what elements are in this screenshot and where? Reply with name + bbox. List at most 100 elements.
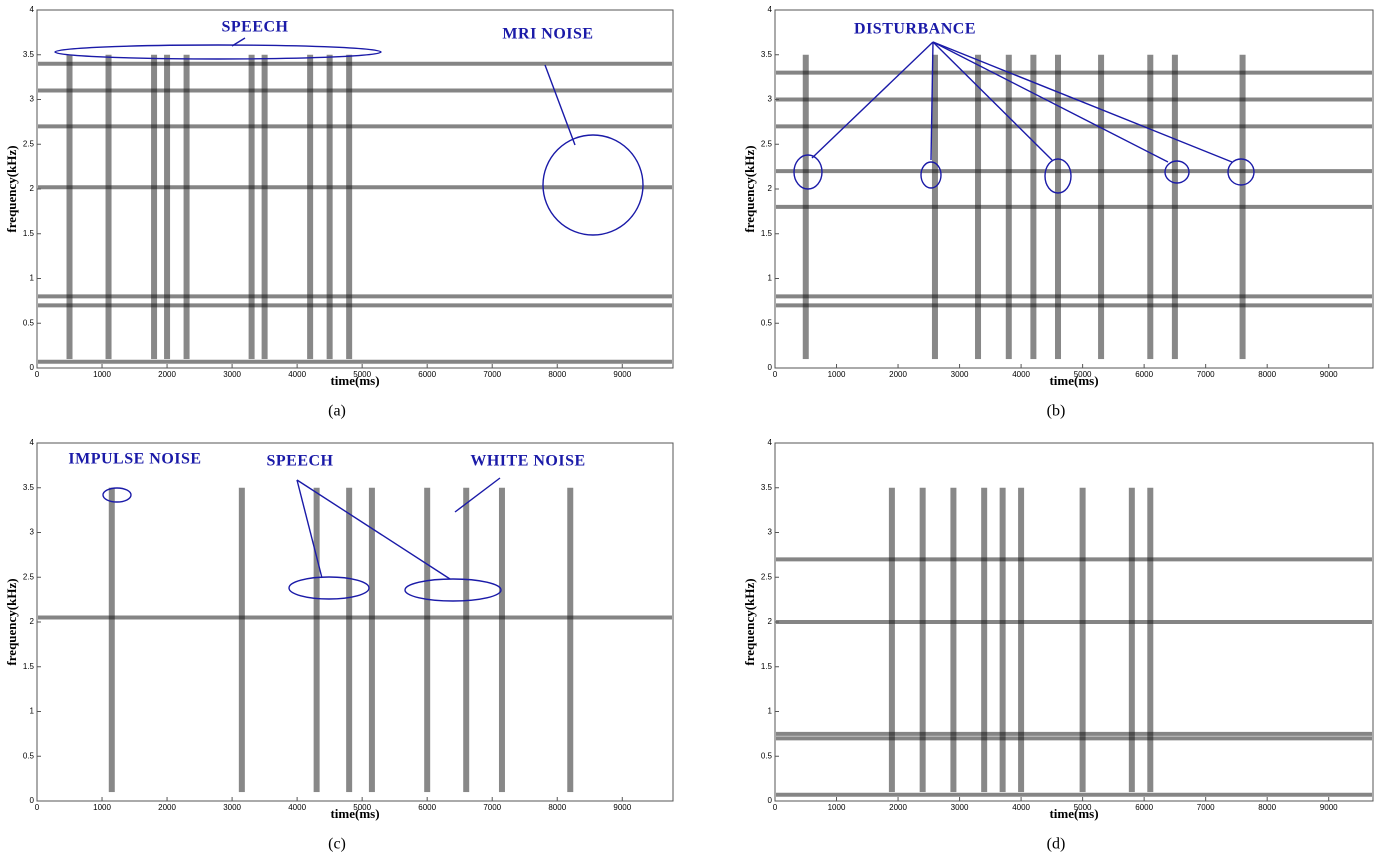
signal-burst — [802, 54, 809, 360]
x-tick-label: 6000 — [1135, 803, 1153, 812]
x-tick-label: 3000 — [223, 370, 241, 379]
signal-burst — [498, 487, 505, 793]
signal-burst — [1147, 487, 1154, 793]
x-tick-label: 6000 — [1135, 370, 1153, 379]
signal-burst — [1171, 54, 1178, 360]
annotation: SPEECH — [221, 19, 288, 36]
annotation-line — [932, 41, 1053, 161]
signal-burst — [1055, 54, 1062, 360]
annotation-ellipse — [54, 44, 382, 60]
x-tick-label: 4000 — [1012, 803, 1030, 812]
y-tick-label: 1.5 — [761, 229, 773, 238]
y-tick-label: 3.5 — [761, 483, 773, 492]
y-tick-label: 2.5 — [23, 572, 35, 581]
y-axis-label: frequency(kHz) — [4, 145, 19, 232]
x-axis-label: time(ms) — [330, 373, 379, 388]
x-tick-label: 1000 — [93, 370, 111, 379]
y-tick-label: 3 — [30, 95, 35, 104]
signal-burst — [164, 54, 171, 360]
y-tick-label: 0 — [30, 363, 35, 372]
x-tick-label: 0 — [773, 803, 778, 812]
x-tick-label: 7000 — [483, 803, 501, 812]
x-tick-label: 5000 — [1074, 803, 1092, 812]
signal-burst — [346, 487, 353, 793]
signal-burst — [105, 54, 112, 360]
annotation-circle — [542, 134, 644, 236]
x-tick-label: 8000 — [548, 370, 566, 379]
x-tick-label: 4000 — [1012, 370, 1030, 379]
annotation-ellipse — [1164, 160, 1190, 184]
plot-marks: 0 1000 2000 3000 4000 5000 6000 7000 8000 900000.… — [4, 5, 1374, 853]
x-tick-label: 2000 — [889, 370, 907, 379]
x-tick-label: 1000 — [93, 803, 111, 812]
annotation: DISTURBANCE — [854, 21, 976, 38]
annotation: WHITE NOISE — [470, 453, 585, 470]
signal-burst — [307, 54, 314, 360]
signal-burst — [1147, 54, 1154, 360]
y-tick-label: 1.5 — [23, 662, 35, 671]
x-tick-label: 4000 — [288, 803, 306, 812]
x-tick-label: 3000 — [951, 803, 969, 812]
annotation-ellipse — [288, 576, 370, 600]
annotation-ellipse — [1044, 158, 1072, 194]
x-tick-label: 8000 — [1258, 370, 1276, 379]
y-tick-label: 0 — [768, 796, 773, 805]
y-tick-label: 2 — [30, 184, 35, 193]
x-axis-label: time(ms) — [1049, 373, 1098, 388]
y-tick-label: 3.5 — [761, 50, 773, 59]
x-tick-label: 5000 — [353, 370, 371, 379]
y-tick-label: 4 — [768, 438, 773, 447]
signal-burst — [888, 487, 895, 793]
signal-burst — [975, 54, 982, 360]
annotation-ellipse — [920, 161, 942, 189]
x-tick-label: 2000 — [158, 370, 176, 379]
y-tick-label: 3 — [768, 528, 773, 537]
y-tick-label: 0.5 — [23, 751, 35, 760]
y-tick-label: 3 — [768, 95, 773, 104]
signal-burst — [183, 54, 190, 360]
signal-burst — [346, 54, 353, 360]
signal-burst — [1239, 54, 1246, 360]
x-tick-label: 9000 — [613, 370, 631, 379]
x-tick-label: 6000 — [418, 370, 436, 379]
x-tick-label: 3000 — [223, 803, 241, 812]
signal-burst — [931, 54, 938, 360]
y-tick-label: 0.5 — [23, 318, 35, 327]
y-tick-label: 1 — [30, 707, 35, 716]
y-tick-label: 1 — [768, 707, 773, 716]
x-tick-label: 8000 — [1258, 803, 1276, 812]
x-tick-label: 6000 — [418, 803, 436, 812]
signal-burst — [1005, 54, 1012, 360]
signal-burst — [1098, 54, 1105, 360]
plot-area — [36, 442, 674, 802]
signal-burst — [261, 54, 268, 360]
signal-burst — [463, 487, 470, 793]
annotation-line — [296, 479, 323, 579]
annotation-line — [932, 41, 1169, 163]
annotation: IMPULSE NOISE — [68, 451, 201, 468]
signal-burst — [567, 487, 574, 793]
y-axis-label: frequency(kHz) — [4, 578, 19, 665]
y-tick-label: 1 — [30, 274, 35, 283]
y-tick-label: 2 — [768, 617, 773, 626]
signal-burst — [424, 487, 431, 793]
y-tick-label: 0 — [30, 796, 35, 805]
x-tick-label: 2000 — [889, 803, 907, 812]
x-tick-label: 0 — [35, 803, 40, 812]
signal-burst — [313, 487, 320, 793]
y-tick-label: 2 — [768, 184, 773, 193]
y-tick-label: 1.5 — [23, 229, 35, 238]
y-tick-label: 3.5 — [23, 50, 35, 59]
y-tick-label: 4 — [768, 5, 773, 14]
x-tick-label: 1000 — [828, 803, 846, 812]
x-axis-label: time(ms) — [330, 806, 379, 821]
y-tick-label: 2 — [30, 617, 35, 626]
y-tick-label: 3.5 — [23, 483, 35, 492]
annotation: MRI NOISE — [502, 26, 593, 43]
x-tick-label: 5000 — [353, 803, 371, 812]
signal-burst — [368, 487, 375, 793]
y-axis-label: frequency(kHz) — [742, 145, 757, 232]
annotation-ellipse — [793, 154, 823, 190]
x-axis-label: time(ms) — [1049, 806, 1098, 821]
